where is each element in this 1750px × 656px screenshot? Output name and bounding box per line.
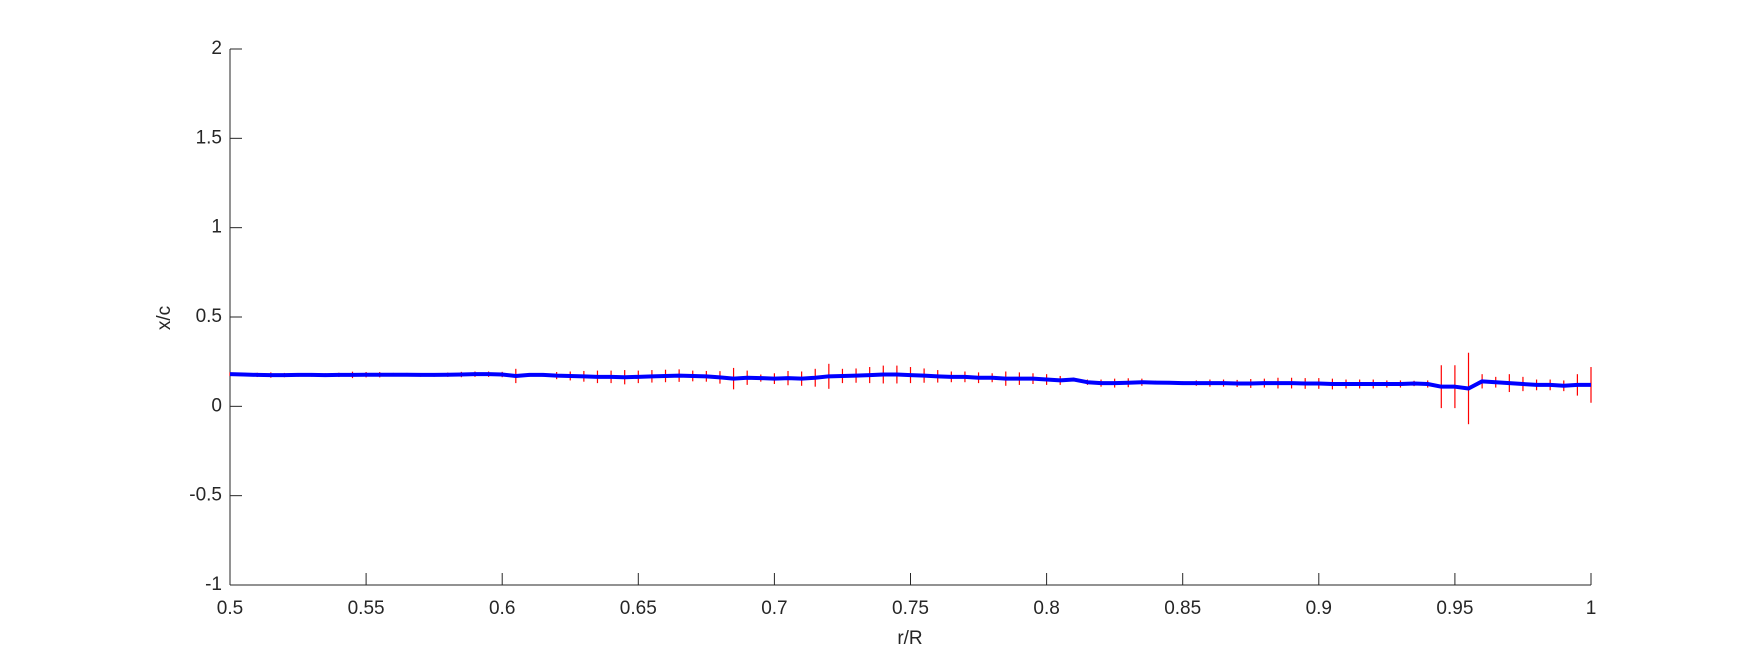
y-axis-label: x/c <box>154 306 175 330</box>
x-tick-label: 0.5 <box>217 598 243 619</box>
x-tick-label: 0.7 <box>761 598 787 619</box>
x-tick-label: 0.75 <box>892 598 929 619</box>
x-axis-label: r/R <box>897 628 922 649</box>
x-tick-label: 0.9 <box>1306 598 1332 619</box>
x-tick-label: 0.55 <box>348 598 385 619</box>
x-tick-label: 0.6 <box>489 598 515 619</box>
x-tick-label: 0.65 <box>620 598 657 619</box>
y-tick-label: 1 <box>211 217 222 238</box>
y-tick-label: 2 <box>211 38 222 59</box>
y-tick-label: -0.5 <box>189 485 222 506</box>
y-tick-label: 1.5 <box>196 127 222 148</box>
x-tick-label: 0.85 <box>1164 598 1201 619</box>
x-tick-label: 0.95 <box>1436 598 1473 619</box>
y-tick-label: 0 <box>211 395 222 416</box>
x-tick-label: 0.8 <box>1033 598 1059 619</box>
data-line <box>229 372 1591 391</box>
y-tick-label: 0.5 <box>196 306 222 327</box>
y-tick-label: -1 <box>205 574 222 595</box>
x-tick-label: 1 <box>1586 598 1597 619</box>
